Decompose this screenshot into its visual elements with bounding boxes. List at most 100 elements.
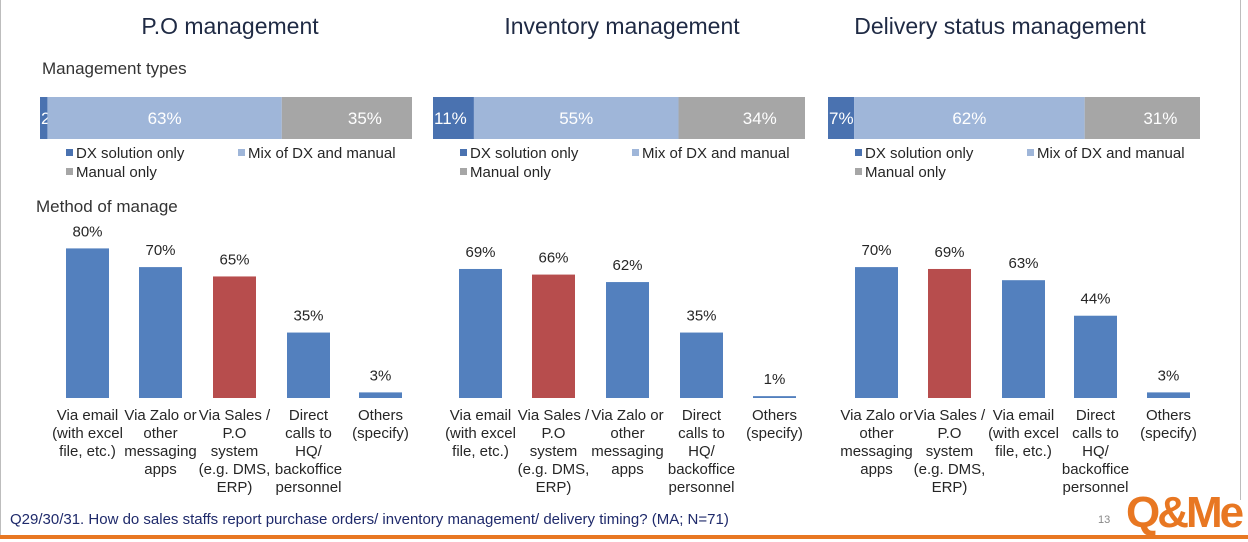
stack-label-inventory-2: 34% (743, 109, 777, 128)
legend-label-po-1: Mix of DX and manual (248, 145, 396, 162)
bar-category-po-1-line-0: Via Zalo or (124, 407, 196, 424)
bar-category-inventory-3-line-2: HQ/ (688, 443, 716, 460)
right-border-line (1240, 0, 1241, 500)
bar-inventory-2 (606, 282, 649, 398)
bar-value-delivery-4: 3% (1158, 367, 1180, 384)
bar-category-po-4-line-1: (specify) (352, 425, 409, 442)
qme-logo: Q&Me (1126, 488, 1244, 535)
stack-seg-po-2 (281, 97, 412, 139)
legend-label-po-2: Manual only (76, 164, 157, 181)
legend-swatch-po-2 (66, 168, 73, 175)
bar-category-po-0-line-2: file, etc.) (59, 443, 116, 460)
bar-category-inventory-3-line-4: personnel (669, 479, 735, 496)
bar-category-delivery-0-line-3: apps (860, 461, 893, 478)
bar-value-inventory-4: 1% (764, 371, 786, 388)
legend-swatch-delivery-1 (1027, 149, 1034, 156)
bar-category-po-2-line-1: P.O (223, 425, 247, 442)
legend-swatch-delivery-0 (855, 149, 862, 156)
bar-category-inventory-1-line-1: P.O (542, 425, 566, 442)
stack-label-po-1: 63% (148, 109, 182, 128)
stack-label-delivery-0: 7% (829, 109, 854, 128)
stack-label-delivery-2: 31% (1143, 109, 1177, 128)
bar-category-inventory-4-line-1: (specify) (746, 425, 803, 442)
bar-category-inventory-2-line-2: messaging (591, 443, 664, 460)
bar-delivery-1 (928, 268, 971, 398)
bar-category-delivery-4-line-1: (specify) (1140, 425, 1197, 442)
stack-seg-po-0 (40, 97, 48, 139)
panel-title-po: P.O management (141, 13, 319, 39)
stack-label-delivery-1: 62% (952, 109, 986, 128)
bar-category-delivery-3-line-1: calls to (1072, 425, 1119, 442)
panel-title-delivery: Delivery status management (854, 13, 1146, 39)
bar-value-inventory-0: 69% (465, 244, 495, 261)
bar-category-po-3-line-1: calls to (285, 425, 332, 442)
bar-category-inventory-0-line-0: Via email (450, 407, 511, 424)
bar-category-delivery-2-line-0: Via email (993, 407, 1054, 424)
bar-category-inventory-2-line-3: apps (611, 461, 644, 478)
bar-po-0 (66, 248, 109, 398)
bar-category-po-0-line-1: (with excel (52, 425, 123, 442)
bar-category-po-0-line-0: Via email (57, 407, 118, 424)
bar-category-po-2-line-3: (e.g. DMS, (199, 461, 271, 478)
bar-value-delivery-3: 44% (1080, 291, 1110, 308)
bar-category-inventory-3-line-1: calls to (678, 425, 725, 442)
bar-category-po-2-line-4: ERP) (217, 479, 253, 496)
bar-value-delivery-2: 63% (1008, 255, 1038, 272)
method-of-manage-label: Method of manage (36, 197, 178, 216)
management-types-label: Management types (42, 59, 187, 78)
bar-po-2 (213, 276, 256, 398)
stack-label-inventory-1: 55% (559, 109, 593, 128)
bar-category-po-3-line-0: Direct (289, 407, 329, 424)
bar-category-po-1-line-1: other (143, 425, 177, 442)
legend-label-inventory-0: DX solution only (470, 145, 579, 162)
bar-category-po-3-line-4: personnel (276, 479, 342, 496)
legend-swatch-inventory-0 (460, 149, 467, 156)
stack-seg-delivery-0 (828, 97, 855, 139)
panel-title-inventory: Inventory management (504, 13, 740, 39)
bar-inventory-3 (680, 332, 723, 398)
survey-question: Q29/30/31. How do sales staffs report pu… (10, 511, 729, 528)
bar-category-inventory-2-line-1: other (610, 425, 644, 442)
bar-category-inventory-0-line-1: (with excel (445, 425, 516, 442)
bar-value-po-2: 65% (219, 251, 249, 268)
bar-category-inventory-3-line-0: Direct (682, 407, 722, 424)
bar-category-delivery-3-line-2: HQ/ (1082, 443, 1110, 460)
bar-category-po-3-line-3: backoffice (275, 461, 342, 478)
legend-label-inventory-1: Mix of DX and manual (642, 145, 790, 162)
legend-swatch-po-0 (66, 149, 73, 156)
bottom-accent-line (0, 535, 1248, 539)
bar-category-delivery-4-line-0: Others (1146, 407, 1191, 424)
bar-category-po-2-line-2: system (211, 443, 259, 460)
stack-seg-inventory-0 (433, 97, 474, 139)
bar-value-delivery-1: 69% (934, 244, 964, 261)
bar-po-1 (139, 267, 182, 398)
svg-text:Q&Me: Q&Me (1126, 488, 1243, 535)
stack-label-inventory-0: 11% (434, 109, 467, 128)
bar-category-delivery-1-line-1: P.O (938, 425, 962, 442)
bar-category-po-4-line-0: Others (358, 407, 403, 424)
legend-swatch-delivery-2 (855, 168, 862, 175)
stack-seg-delivery-2 (1084, 97, 1200, 139)
bar-delivery-4 (1147, 392, 1190, 398)
bar-category-delivery-0-line-1: other (859, 425, 893, 442)
page-number: 13 (1098, 514, 1111, 526)
bar-value-inventory-1: 66% (538, 250, 568, 267)
bar-category-inventory-1-line-0: Via Sales / (518, 407, 590, 424)
bar-category-delivery-3-line-3: backoffice (1062, 461, 1129, 478)
bar-category-inventory-1-line-4: ERP) (536, 479, 572, 496)
bar-category-delivery-1-line-0: Via Sales / (914, 407, 986, 424)
bar-category-delivery-1-line-4: ERP) (932, 479, 968, 496)
left-border-line (0, 0, 1, 535)
bar-category-inventory-4-line-0: Others (752, 407, 797, 424)
bar-value-po-3: 35% (293, 308, 323, 325)
bar-category-delivery-3-line-4: personnel (1063, 479, 1129, 496)
bar-po-3 (287, 332, 330, 398)
bar-category-inventory-1-line-3: (e.g. DMS, (518, 461, 590, 478)
bar-inventory-1 (532, 274, 575, 398)
bar-category-po-2-line-0: Via Sales / (199, 407, 271, 424)
legend-swatch-inventory-1 (632, 149, 639, 156)
legend-label-delivery-0: DX solution only (865, 145, 974, 162)
bar-value-inventory-3: 35% (686, 308, 716, 325)
